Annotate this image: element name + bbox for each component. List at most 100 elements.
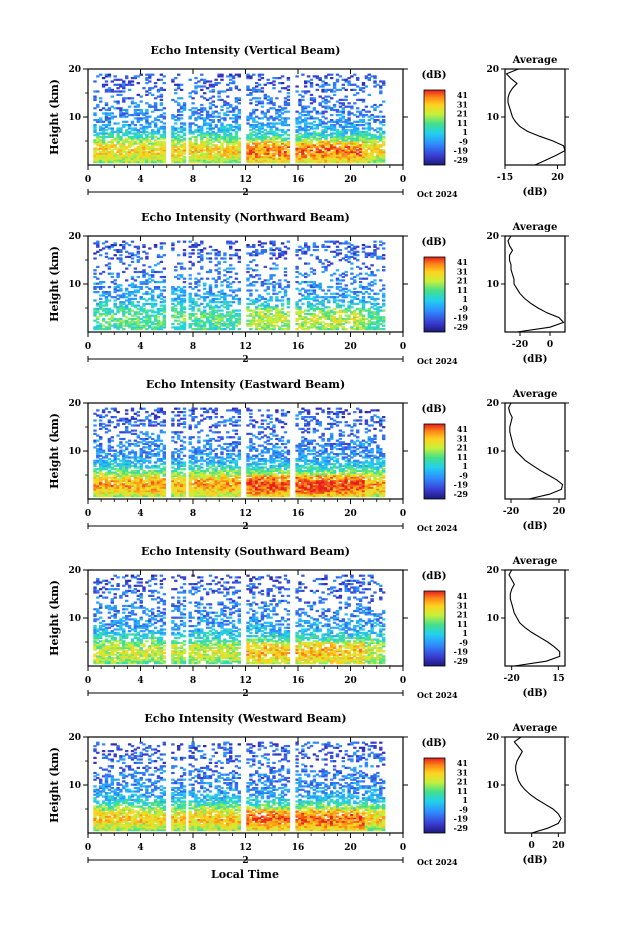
heatmap-cell xyxy=(306,105,311,108)
heatmap-cell xyxy=(217,309,221,312)
heatmap-cell xyxy=(263,135,267,138)
heatmap-cell xyxy=(382,119,386,122)
heatmap-cell xyxy=(127,323,132,326)
heatmap-cell xyxy=(205,110,210,113)
heatmap-cell xyxy=(361,156,366,159)
heatmap-cell xyxy=(356,144,360,147)
heatmap-cell xyxy=(350,244,354,247)
heatmap-cell xyxy=(223,90,227,93)
heatmap-cell xyxy=(263,323,267,326)
heatmap-cell xyxy=(278,311,282,314)
heatmap-cell xyxy=(278,114,282,117)
heatmap-cell xyxy=(159,324,164,327)
heatmap-cell xyxy=(220,98,224,101)
heatmap-cell xyxy=(376,161,380,164)
heatmap-cell xyxy=(260,145,265,149)
heatmap-cell xyxy=(263,95,267,98)
heatmap-cell xyxy=(237,75,241,78)
heatmap-cell xyxy=(177,328,181,331)
heatmap-cell xyxy=(174,100,178,103)
heatmap-cell xyxy=(373,149,377,152)
heatmap-cell xyxy=(283,107,288,110)
heatmap-cell xyxy=(304,289,308,292)
heatmap-cell xyxy=(104,427,109,430)
heatmap-cell xyxy=(133,245,138,248)
heatmap-cell xyxy=(353,316,357,319)
heatmap-cell xyxy=(237,149,241,152)
heatmap-cell xyxy=(341,117,345,120)
heatmap-cell xyxy=(286,161,291,164)
heatmap-cell xyxy=(229,140,233,143)
heatmap-cell xyxy=(341,304,345,307)
heatmap-cell xyxy=(116,134,120,137)
heatmap-cell xyxy=(338,88,343,91)
heatmap-cell xyxy=(159,114,164,117)
heatmap-cell xyxy=(136,154,140,157)
heatmap-cell xyxy=(304,296,308,299)
heatmap-cell xyxy=(338,105,343,108)
heatmap-cell xyxy=(153,245,158,248)
heatmap-cell xyxy=(304,159,308,162)
heatmap-cell xyxy=(364,309,369,312)
heatmap-cell xyxy=(255,154,259,157)
heatmap-cell xyxy=(350,137,354,140)
heatmap-cell xyxy=(205,122,210,125)
heatmap-cell xyxy=(107,464,112,467)
heatmap-cell xyxy=(220,90,224,93)
heatmap-cell xyxy=(309,317,314,321)
heatmap-cell xyxy=(301,142,305,145)
heatmap-cell xyxy=(260,124,265,127)
heatmap-cell xyxy=(275,112,279,115)
heatmap-cell xyxy=(229,311,233,314)
heatmap-cell xyxy=(116,306,120,309)
heatmap-cell xyxy=(278,249,282,252)
heatmap-cell xyxy=(312,127,317,130)
heatmap-cell xyxy=(283,257,288,260)
heatmap-cell xyxy=(266,110,270,113)
heatmap-cell xyxy=(350,144,354,147)
heatmap-cell xyxy=(220,159,224,162)
heatmap-cell xyxy=(174,88,178,91)
heatmap-cell xyxy=(269,82,273,85)
heatmap-cell xyxy=(107,147,112,150)
heatmap-cell xyxy=(237,152,241,155)
heatmap-cell xyxy=(367,110,371,113)
heatmap-cell xyxy=(370,272,374,275)
heatmap-cell xyxy=(266,154,270,157)
heatmap-cell xyxy=(367,115,371,118)
heatmap-cell xyxy=(151,269,155,272)
heatmap-cell xyxy=(107,156,112,159)
heatmap-cell xyxy=(321,142,325,145)
heatmap-cell xyxy=(361,139,366,142)
heatmap-cell xyxy=(159,275,164,279)
heatmap-cell xyxy=(275,292,279,295)
heatmap-cell xyxy=(321,105,325,108)
heatmap-cell xyxy=(130,284,135,287)
heatmap-cell xyxy=(107,157,112,160)
heatmap-cell xyxy=(370,321,374,324)
heatmap-cell xyxy=(370,161,374,164)
heatmap-cell xyxy=(110,421,114,424)
heatmap-cell xyxy=(263,157,267,160)
heatmap-cell xyxy=(367,147,371,150)
heatmap-cell xyxy=(197,117,201,120)
heatmap-cell xyxy=(208,284,213,287)
heatmap-cell xyxy=(136,139,140,142)
heatmap-cell xyxy=(151,314,155,317)
heatmap-cell xyxy=(162,321,166,324)
heatmap-cell xyxy=(330,124,334,127)
heatmap-cell xyxy=(226,130,230,133)
heatmap-cell xyxy=(309,134,314,137)
heatmap-cell xyxy=(234,294,239,297)
heatmap-cell xyxy=(373,245,377,248)
heatmap-cell xyxy=(350,159,354,162)
heatmap-cell xyxy=(179,135,184,138)
heatmap-cell xyxy=(182,277,187,280)
heatmap-cell xyxy=(312,319,317,322)
heatmap-cell xyxy=(119,479,123,483)
heatmap-cell xyxy=(119,474,123,477)
heatmap-cell xyxy=(266,132,270,135)
heatmap-cell xyxy=(379,149,383,152)
heatmap-cell xyxy=(99,144,103,147)
heatmap-cell xyxy=(205,144,210,147)
